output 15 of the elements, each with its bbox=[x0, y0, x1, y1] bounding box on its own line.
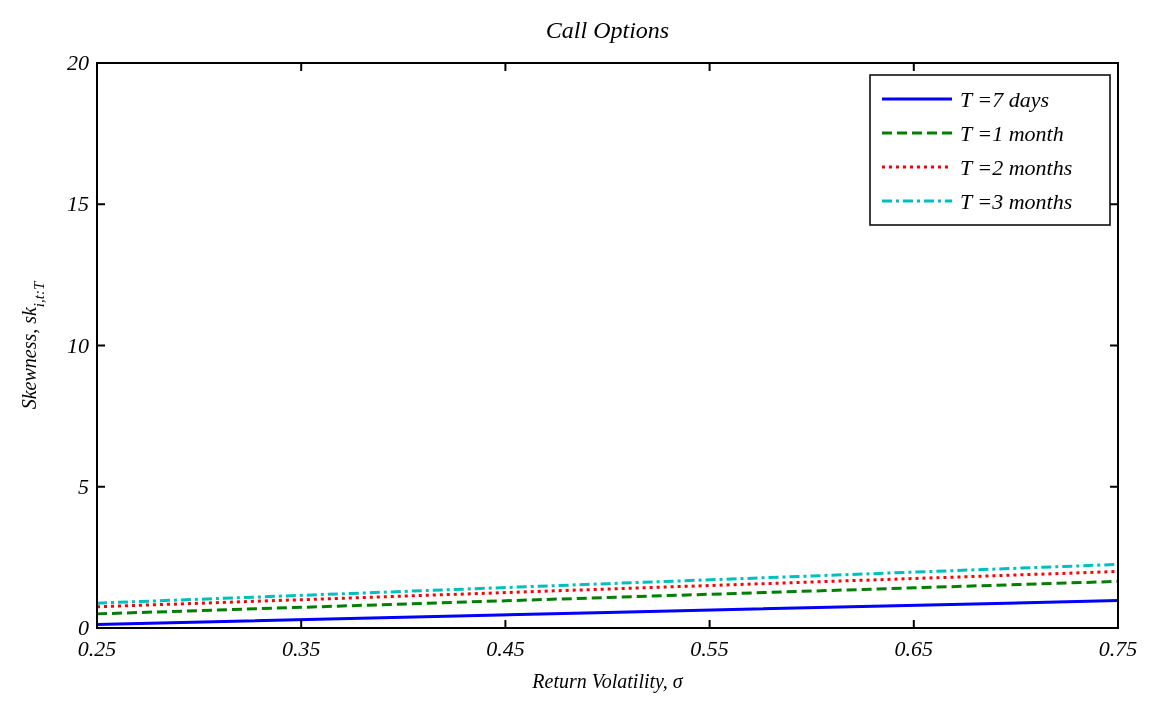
legend-label: T =1 month bbox=[960, 121, 1064, 146]
y-tick-label: 5 bbox=[78, 473, 89, 499]
x-tick-label: 0.35 bbox=[281, 636, 321, 661]
legend-label: T =7 days bbox=[960, 87, 1050, 112]
x-tick-label: 0.75 bbox=[1098, 636, 1138, 661]
y-tick-label: 10 bbox=[67, 332, 89, 358]
legend-label: T =3 months bbox=[960, 189, 1073, 214]
legend-label: T =2 months bbox=[960, 155, 1073, 180]
x-axis-title: Return Volatility, σ bbox=[531, 670, 684, 693]
x-tick-label: 0.45 bbox=[486, 636, 525, 661]
chart-title: Call Options bbox=[545, 17, 670, 43]
y-tick-label: 20 bbox=[67, 50, 89, 75]
x-tick-label: 0.55 bbox=[690, 636, 729, 661]
x-tick-label: 0.65 bbox=[894, 636, 934, 661]
y-tick-label: 15 bbox=[67, 191, 89, 217]
